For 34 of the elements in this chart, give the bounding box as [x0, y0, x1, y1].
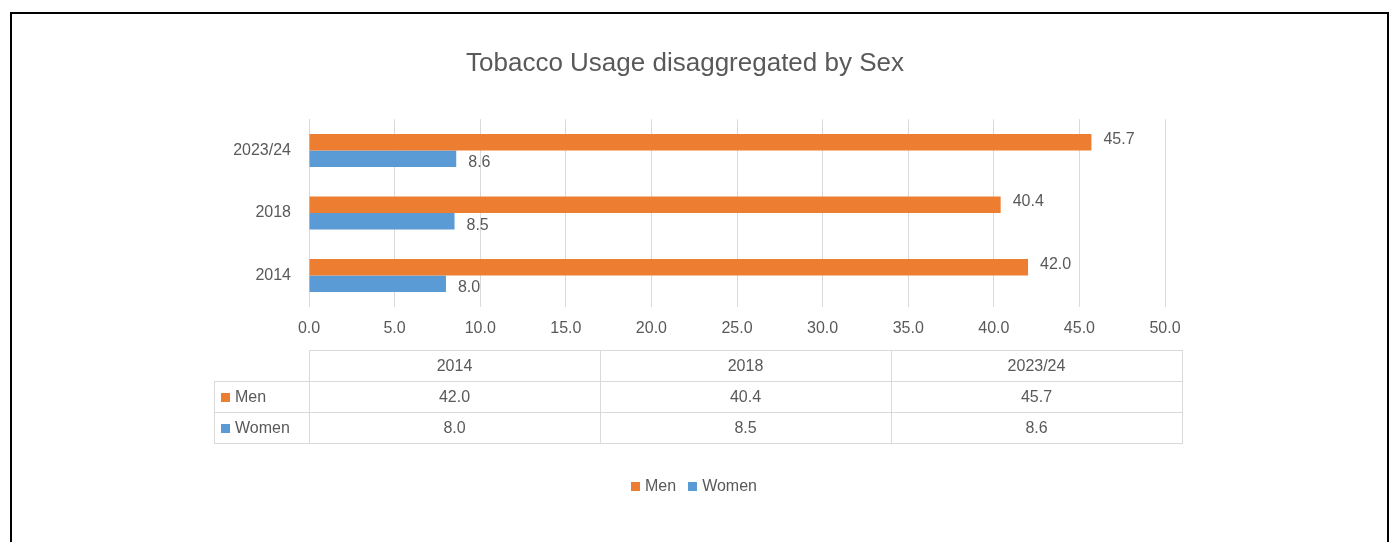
chart-title: Tobacco Usage disaggregated by Sex — [466, 46, 904, 77]
x-tick-label: 40.0 — [978, 318, 1010, 336]
x-tick-label: 50.0 — [1149, 318, 1181, 336]
data-label: 8.5 — [466, 215, 489, 233]
text: 8.6 — [1025, 419, 1048, 436]
text: 8.0 — [443, 419, 466, 436]
category-label: 2018 — [727, 357, 764, 374]
x-tick-label: 20.0 — [635, 318, 668, 336]
data-label: 8.0 — [457, 278, 481, 296]
text: Men — [645, 477, 677, 494]
data-label: 8.6 — [468, 153, 491, 171]
legend-label: Women — [214, 412, 309, 444]
x-tick-label: 15.0 — [550, 318, 582, 336]
data-label: 42.0 — [1040, 254, 1072, 272]
text: Women — [702, 477, 757, 494]
y-tick-label: 2018 — [255, 203, 292, 221]
x-tick-label: 45.0 — [1063, 318, 1096, 336]
data-label: 40.4 — [1012, 192, 1044, 210]
y-tick-label: 2023/24 — [233, 140, 292, 158]
text: 8.5 — [734, 419, 757, 436]
text: 40.4 — [729, 388, 762, 405]
x-tick-label: 10.0 — [464, 318, 496, 336]
data-label: 45.7 — [1103, 129, 1135, 147]
category-label: 2014 — [436, 357, 473, 374]
category-label: 2023/24 — [1007, 357, 1066, 374]
x-tick-label: 5.0 — [383, 318, 406, 336]
x-tick-label: 30.0 — [807, 318, 839, 336]
text: 45.7 — [1020, 388, 1053, 405]
y-tick-label: 2014 — [255, 265, 292, 283]
text: 42.0 — [438, 388, 471, 405]
legend-label: Men — [214, 381, 309, 413]
x-tick-label: 25.0 — [721, 318, 753, 336]
x-tick-label: 0.0 — [297, 318, 321, 336]
x-tick-label: 35.0 — [892, 318, 924, 336]
